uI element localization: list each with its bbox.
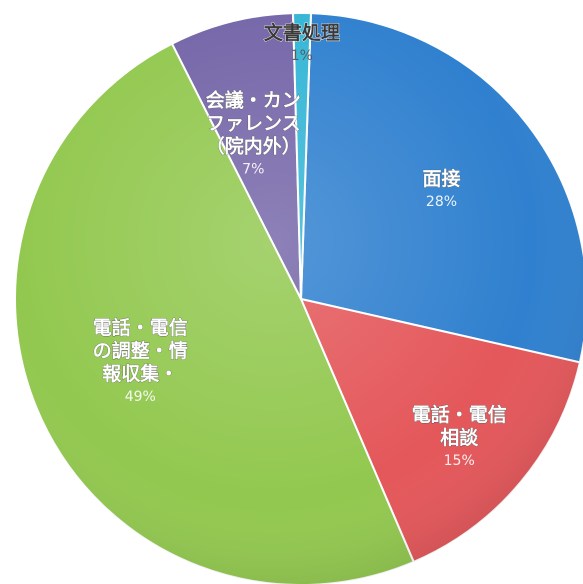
slice-pct-0: 28% [426, 194, 457, 210]
slice-label-3-line-1: ファレンス [206, 112, 301, 134]
slice-label-2-line-2: 報収集・ [102, 362, 178, 385]
slice-label-3-line-2: （院内外） [206, 134, 301, 157]
slice-pct-2: 49% [125, 389, 156, 405]
slice-pct-1: 15% [444, 453, 475, 469]
slice-label-1-line-1: 相談 [440, 426, 479, 449]
slice-label-0-line-0: 面接 [422, 168, 460, 190]
slice-pct-3: 7% [242, 161, 264, 177]
slice-label-group-0: 面接 28% [422, 168, 461, 210]
slice-label-2-line-1: の調整・情 [93, 339, 188, 362]
slice-pct-4: 1% [291, 48, 313, 64]
slice-label-1-line-0: 電話・電信 [412, 403, 507, 426]
slice-label-2-line-0: 電話・電信 [93, 316, 188, 339]
slice-label-3-line-0: 会議・カン [206, 88, 301, 111]
slice-label-group-4: 文書処理 1% [263, 21, 340, 64]
pie-labels: 面接28%電話・電信相談15%電話・電信の調整・情報収集・49%会議・カンファレ… [92, 21, 507, 469]
slice-label-4-line-0: 文書処理 [264, 21, 340, 44]
